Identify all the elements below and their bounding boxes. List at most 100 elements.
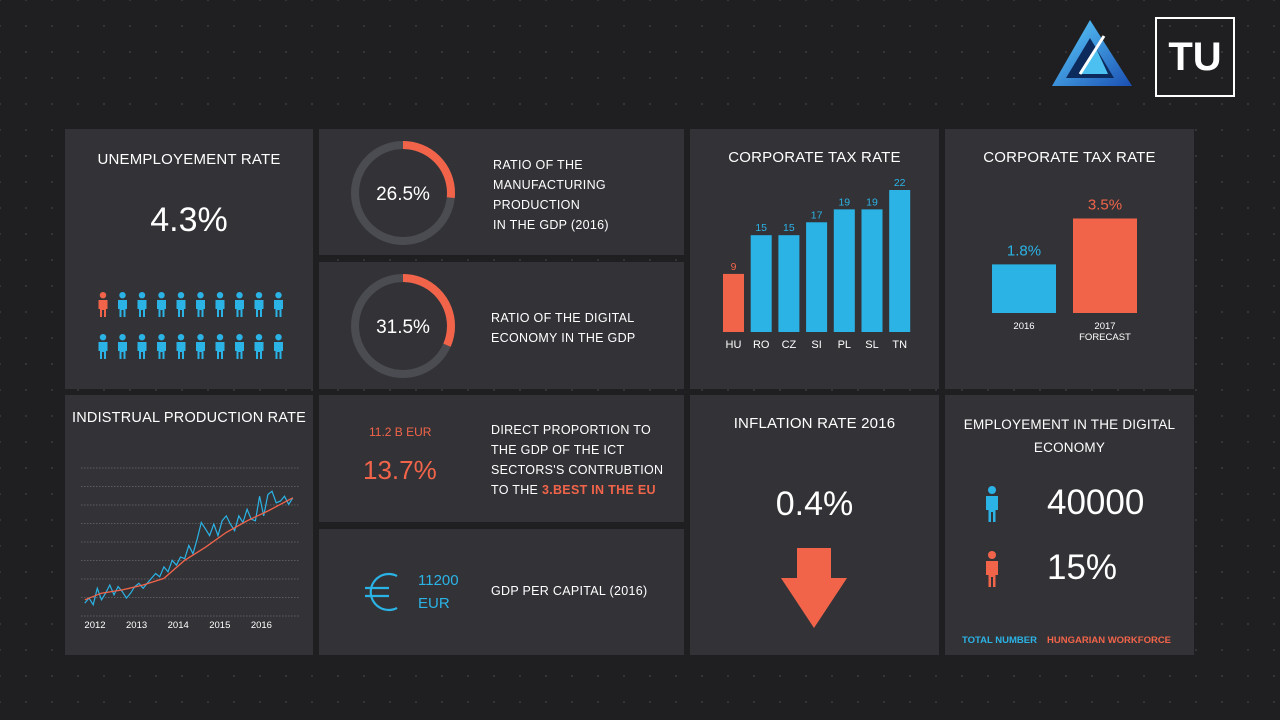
gdp-per-capita-card: 11200 EUR GDP PER CAPITAL (2016) [319, 529, 684, 655]
person-body [98, 342, 108, 359]
person-body [98, 300, 108, 317]
person-icon [196, 292, 205, 317]
employment-total: 40000 [1047, 483, 1145, 522]
person-head [119, 334, 126, 341]
bar-value-label: 22 [894, 177, 906, 189]
unemployment-value: 4.3% [150, 201, 228, 239]
person-head [99, 292, 107, 299]
person-body [137, 342, 147, 359]
person-icon [137, 292, 147, 317]
people-icon-grid [98, 292, 283, 359]
bar-value-label: 9 [731, 261, 737, 273]
bar-value-label: 17 [811, 209, 823, 221]
person-body [254, 300, 264, 317]
unemployment-title: UNEMPLOYEMENT RATE [97, 151, 281, 168]
affinity-designer-logo [1052, 20, 1132, 86]
x-tick-label: PL [838, 339, 851, 351]
person-icon [274, 334, 283, 359]
person-body [196, 342, 205, 359]
ict-label-line: TO THE 3.BEST IN THE EU [491, 480, 663, 500]
ict-label: DIRECT PROPORTION TO THE GDP OF THE ICT … [491, 420, 663, 500]
manufacturing-value: 26.5% [376, 184, 430, 205]
bar [992, 264, 1056, 313]
person-icon-blue [986, 486, 998, 522]
person-body [235, 300, 244, 317]
ict-label-line: DIRECT PROPORTION TO [491, 423, 651, 437]
person-icon [254, 334, 264, 359]
ring-progress [351, 274, 455, 378]
person-head [177, 334, 185, 341]
digital-ratio-label-line: RATIO OF THE DIGITAL [491, 311, 635, 325]
series-line [84, 497, 294, 601]
digital-ratio-label-line: ECONOMY IN THE GDP [491, 331, 636, 345]
employment-title-line1: EMPLOYEMENT IN THE DIGITAL [963, 417, 1176, 432]
x-tick-sublabel: FORECAST [1079, 332, 1131, 343]
manufacturing-label-line: RATIO OF THE [493, 158, 583, 172]
person-body [254, 342, 264, 359]
gdp-per-capita-unit: EUR [418, 595, 450, 612]
x-tick-label: TN [892, 339, 907, 351]
person-body [157, 300, 166, 317]
x-tick-label: HU [726, 339, 742, 351]
person-icon [215, 334, 225, 359]
bar-value-label: 3.5% [1088, 197, 1122, 214]
x-tick-label: CZ [782, 339, 797, 351]
manufacturing-label: RATIO OF THE MANUFACTURING PRODUCTION IN… [493, 155, 609, 235]
x-tick-label: 2017 [1094, 321, 1115, 332]
person-head [236, 334, 243, 341]
person-icon [235, 292, 244, 317]
person-icon [176, 334, 186, 359]
person-icon [98, 334, 108, 359]
corporate-tax-forecast-card: CORPORATE TAX RATE 1.8% 2016 3.5% 2017 FOREC… [945, 129, 1194, 389]
tu-logo: TU [1155, 17, 1235, 97]
bar-value-label: 15 [755, 222, 767, 234]
employment-card: EMPLOYEMENT IN THE DIGITAL ECONOMY 40000… [945, 395, 1194, 655]
person-body [215, 300, 225, 317]
digital-ratio-value: 31.5% [376, 317, 430, 338]
x-tick-label: 2016 [251, 620, 272, 631]
person-head [99, 334, 107, 341]
digital-ratio-label: RATIO OF THE DIGITAL ECONOMY IN THE GDP [491, 308, 636, 348]
digital-ratio-ring: 31.5% [351, 274, 455, 378]
digital-ratio-card: 31.5% RATIO OF THE DIGITAL ECONOMY IN TH… [319, 262, 684, 389]
x-tick-label: 2014 [168, 620, 189, 631]
industrial-title: INDISTRUAL PRODUCTION RATE [72, 410, 306, 426]
manufacturing-label-line: IN THE GDP (2016) [493, 218, 609, 232]
person-body [274, 342, 283, 359]
industrial-card: INDISTRUAL PRODUCTION RATE 2012 2013 2014 2… [65, 395, 313, 655]
person-head [255, 292, 263, 299]
person-head [119, 292, 126, 299]
corporate-tax-forecast-title: CORPORATE TAX RATE [983, 149, 1156, 166]
bar [723, 273, 744, 332]
person-head [158, 292, 165, 299]
person-body [176, 300, 186, 317]
person-body [196, 300, 205, 317]
person-icon-red [986, 551, 998, 587]
x-tick-label: 2016 [1013, 321, 1034, 332]
employment-share: 15% [1047, 548, 1118, 587]
person-body [215, 342, 225, 359]
person-head [197, 292, 204, 299]
ict-label-line: THE GDP OF THE ICT [491, 443, 625, 457]
legend-hungarian-workforce: HUNGARIAN WORKFORCE [1047, 635, 1172, 646]
person-icon [215, 292, 225, 317]
bar-value-label: 19 [866, 196, 878, 208]
bar [806, 222, 828, 332]
x-tick-label: SL [865, 339, 878, 351]
ict-highlight: 3.BEST IN THE EU [541, 483, 656, 497]
person-icon [196, 334, 205, 359]
person-icon [157, 334, 166, 359]
bar [1073, 218, 1137, 313]
person-icon [118, 334, 127, 359]
unemployment-card: UNEMPLOYEMENT RATE 4.3% [65, 129, 313, 389]
x-tick-label: RO [753, 339, 770, 351]
person-head [236, 292, 243, 299]
bar-value-label: 1.8% [1007, 242, 1041, 259]
bar [861, 209, 883, 332]
person-icon [118, 292, 127, 317]
person-head [275, 334, 282, 341]
arrow-down-icon [781, 548, 847, 628]
x-tick-label: 2012 [84, 620, 105, 631]
gdp-per-capita-value: 11200 [418, 572, 459, 589]
